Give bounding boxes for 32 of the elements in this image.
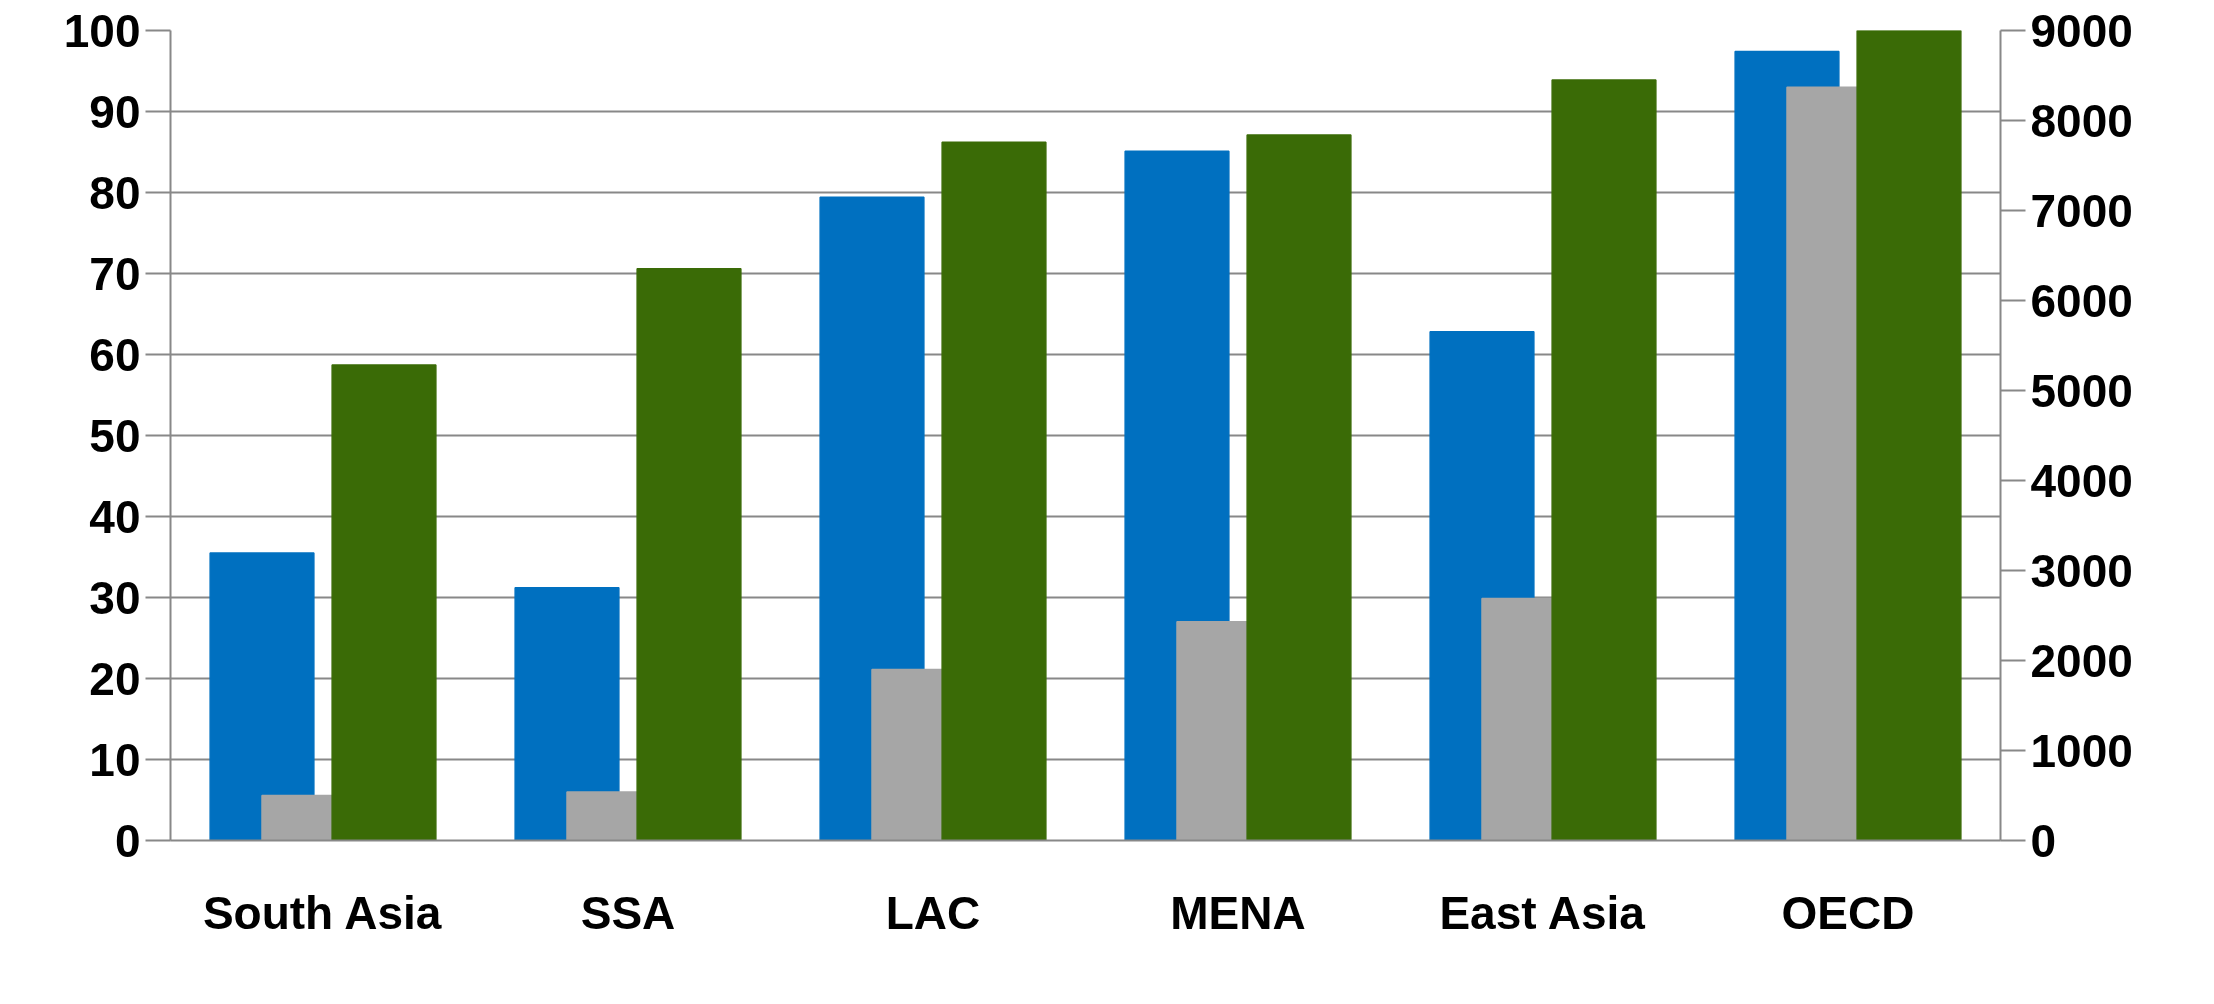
x-tick-label: OECD: [1781, 886, 1915, 939]
bar: [636, 267, 742, 841]
y2-tick-label: 7000: [2030, 184, 2133, 237]
y2-tick-label: 4000: [2030, 454, 2133, 507]
y2-tick-label: 1000: [2030, 724, 2133, 777]
y2-tick-label: 3000: [2030, 544, 2133, 597]
x-tick-label: LAC: [885, 886, 981, 939]
y2-tick-label: 2000: [2030, 634, 2133, 687]
y2-tick-label: 5000: [2030, 364, 2133, 417]
y-tick-label: 60: [89, 328, 141, 381]
x-tick-label: MENA: [1170, 886, 1306, 939]
y-tick-label: 80: [89, 166, 141, 219]
y2-tick-label: 9000: [2030, 4, 2133, 57]
y-tick-label: 0: [114, 814, 141, 867]
bar: [1246, 134, 1352, 841]
y-tick-label: 90: [89, 85, 141, 138]
y-tick-label: 20: [89, 652, 141, 705]
x-tick-label: East Asia: [1439, 886, 1646, 939]
y-tick-label: 50: [89, 409, 141, 462]
y2-tick-label: 6000: [2030, 274, 2133, 327]
y-tick-label: 70: [89, 247, 141, 300]
y-tick-label: 10: [89, 733, 141, 786]
x-tick-label: South Asia: [202, 886, 442, 939]
y-tick-label: 100: [63, 4, 141, 57]
bar: [941, 141, 1047, 841]
bar: [331, 364, 437, 841]
y-tick-label: 40: [89, 490, 141, 543]
y-tick-label: 30: [89, 571, 141, 624]
x-tick-label: SSA: [580, 886, 676, 939]
y2-tick-label: 0: [2030, 814, 2057, 867]
y2-tick-label: 8000: [2030, 94, 2133, 147]
bar: [1551, 79, 1657, 841]
